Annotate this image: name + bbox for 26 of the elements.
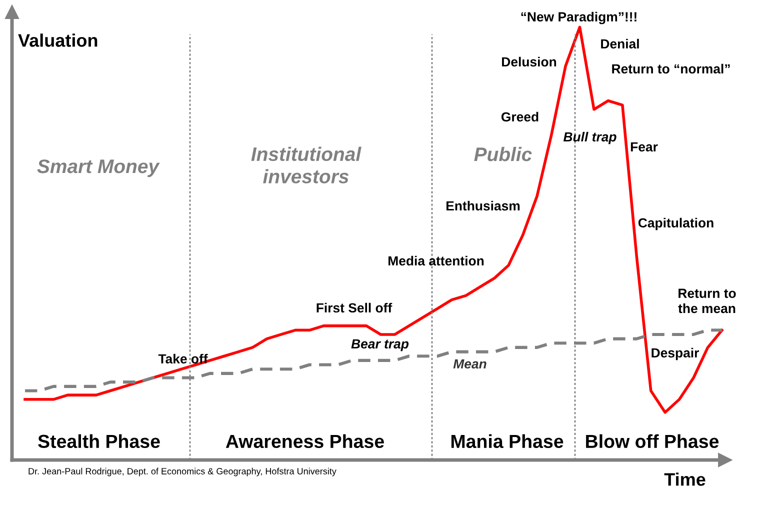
annotation: First Sell off [316, 302, 392, 313]
annotation: Media attention [388, 256, 484, 266]
annotation: Mean [453, 359, 486, 369]
annotation: Capitulation [638, 218, 714, 230]
annotation: Public [474, 146, 532, 162]
annotation: Despair [652, 348, 700, 360]
annotation: Take off [158, 354, 208, 364]
annotation: Awareness Phase [226, 434, 384, 448]
annotation: Denial [601, 38, 639, 49]
annotation: Stealth Phase [38, 434, 160, 448]
annotation: Return to the mean [678, 288, 736, 314]
annotation: Blow off Phase [586, 434, 719, 448]
annotation: Smart Money [37, 159, 160, 178]
x-axis-title: Time [664, 472, 706, 486]
annotation: Mania Phase [451, 434, 564, 448]
annotation: Bear trap [351, 339, 409, 352]
annotation: Delusion [502, 56, 556, 67]
y-axis-title: Valuation [18, 34, 98, 47]
annotation: Return to “normal” [612, 64, 730, 74]
text: “New Paradigm”!!! [521, 12, 636, 24]
annotation: Greed [501, 112, 538, 122]
annotation: Institutional investors [251, 146, 362, 184]
annotation: Bull trap [563, 132, 616, 144]
annotation: Enthusiasm [446, 200, 520, 211]
annotation: Fear [630, 142, 658, 152]
text: Dr. Jean-Paul Rodrigue, Dept. of Economics & Geography, Hofstra University [28, 468, 336, 476]
